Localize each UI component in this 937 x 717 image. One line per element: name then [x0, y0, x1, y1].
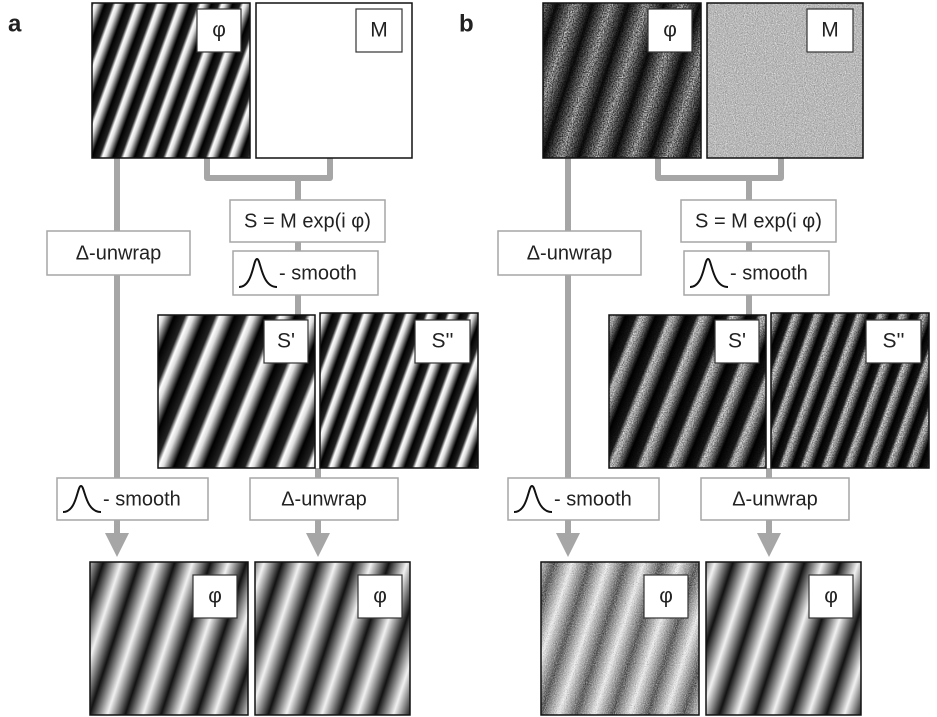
image-label: φ [373, 585, 387, 608]
panel-label: b [459, 10, 474, 37]
panel: a φ M S = M exp(i φ) - smooth Δ-unwrap S' S'' - … [8, 3, 478, 715]
image-label: M [821, 19, 839, 42]
image-label: φ [659, 585, 673, 608]
image-label: S'' [882, 330, 904, 353]
step-label: - smooth [279, 262, 357, 284]
figure: a φ M S = M exp(i φ) - smooth Δ-unwrap S' S'' - … [0, 0, 937, 717]
step-label: - smooth [103, 488, 181, 510]
image-label: φ [208, 585, 222, 608]
step-label: Δ-unwrap [732, 488, 818, 510]
image-label: φ [824, 585, 838, 608]
image-label: φ [663, 19, 677, 42]
connector [207, 158, 330, 178]
image-label: S' [277, 330, 295, 353]
step-label: Δ-unwrap [527, 242, 613, 264]
step-label: Δ-unwrap [281, 488, 367, 510]
step-label: - smooth [554, 488, 632, 510]
image-label: φ [212, 19, 226, 42]
panel: b φ M S = M exp(i φ) - smooth Δ-unwrap S' S'' - … [459, 3, 929, 715]
step-label: Δ-unwrap [76, 242, 162, 264]
image-label: S'' [431, 330, 453, 353]
connector [658, 158, 781, 178]
step-label: S = M exp(i φ) [695, 210, 822, 232]
image-label: S' [728, 330, 746, 353]
image-label: M [370, 19, 388, 42]
step-label: - smooth [730, 262, 808, 284]
panel-label: a [8, 10, 22, 37]
step-label: S = M exp(i φ) [244, 210, 371, 232]
